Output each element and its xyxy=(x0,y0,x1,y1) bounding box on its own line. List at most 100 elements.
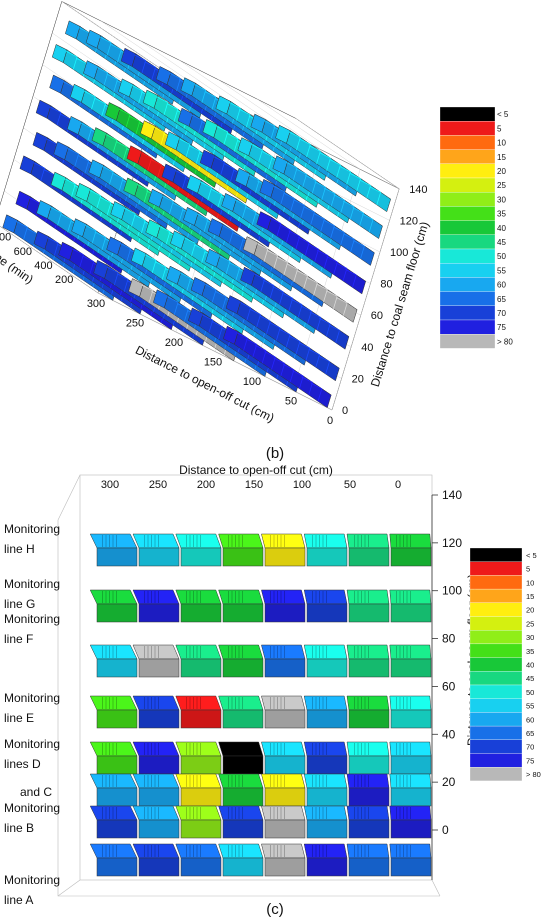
legend-swatch xyxy=(469,575,523,590)
panel-b-bar-stripe xyxy=(163,102,169,116)
panel-c-bar-top xyxy=(132,695,180,711)
panel-b-bar-stripe xyxy=(151,67,156,81)
panel-b-bar-stripe xyxy=(105,134,118,141)
panel-b-bar-stripe xyxy=(76,57,88,65)
panel-b-bar-top xyxy=(215,95,231,115)
panel-b-bar-stripe xyxy=(292,167,298,181)
panel-c-frame-edge xyxy=(57,474,81,521)
panel-b-bar-stripe xyxy=(218,326,223,340)
panel-b-bar-stripe xyxy=(89,189,101,197)
legend-swatch xyxy=(439,121,496,136)
panel-b-bar-stripe xyxy=(144,61,156,68)
monitoring-line-label: Monitoring xyxy=(4,522,60,536)
panel-b-bar-stripe xyxy=(143,189,149,203)
panel-b-bar-stripe xyxy=(226,133,239,140)
panel-b-bar-stripe xyxy=(339,165,351,173)
panel-b-bar-stripe xyxy=(340,199,345,213)
panel-b-bar-stripe xyxy=(84,224,97,232)
panel-b-bar-stripe xyxy=(254,179,260,193)
panel-c-bar-top xyxy=(261,773,306,789)
panel-b-bar-stripe xyxy=(113,79,118,93)
panel-c-bar xyxy=(218,773,264,807)
panel-c-bar xyxy=(175,741,222,775)
panel-c-bar xyxy=(175,589,222,623)
panel-c-bar-top xyxy=(175,805,222,821)
legend-swatch xyxy=(469,712,523,727)
panel-b-bar-stripe xyxy=(150,158,162,166)
panel-c-bar-top xyxy=(89,805,138,821)
panel-b-grid-line xyxy=(256,98,361,170)
panel-b-bar-top xyxy=(140,120,156,140)
panel-b-grid-line xyxy=(97,292,333,411)
legend-swatch xyxy=(469,561,523,576)
panel-c-bar-front xyxy=(348,857,390,877)
panel-b-bar-stripe xyxy=(330,193,336,207)
legend-label: 35 xyxy=(526,647,534,656)
panel-b-bar-stripe xyxy=(118,108,131,115)
panel-b-bar-stripe xyxy=(141,60,147,74)
panel-c-bar xyxy=(132,644,180,678)
panel-b-bar-stripe xyxy=(94,231,106,238)
panel-c-bar xyxy=(261,644,306,678)
panel-b-bar-stripe xyxy=(40,168,45,181)
panel-c-bar-top xyxy=(261,589,306,605)
panel-b-bar-stripe xyxy=(236,107,241,121)
panel-b-bar-stripe xyxy=(158,225,171,233)
panel-c-bar-top xyxy=(303,843,348,859)
panel-c-bar xyxy=(303,695,348,729)
panel-b-bar-top xyxy=(225,295,242,315)
panel-b-bar-stripe xyxy=(296,270,308,277)
panel-b-bar-top xyxy=(36,200,52,219)
panel-b-bar-stripe xyxy=(264,351,276,358)
panel-c-y-tick-label: 80 xyxy=(442,632,456,646)
panel-b-bar-stripe xyxy=(210,188,222,195)
panel-b-bar-stripe xyxy=(352,207,364,214)
panel-b-bar-stripe xyxy=(290,298,303,306)
panel-b-bar-stripe xyxy=(280,191,285,205)
panel-b-bar-stripe xyxy=(270,125,276,139)
panel-b-z-tick-label: 800 xyxy=(0,232,11,244)
panel-c-bar-top xyxy=(175,773,222,789)
panel-c-bar xyxy=(175,644,222,678)
panel-b-bar-stripe xyxy=(263,120,276,127)
panel-c-bar xyxy=(218,805,264,839)
panel-b-bar-stripe xyxy=(188,145,201,152)
legend-label: 20 xyxy=(526,606,534,615)
panel-b-bar-stripe xyxy=(286,229,291,243)
panel-b-bar xyxy=(240,266,350,350)
panel-c-bar-front xyxy=(138,709,180,729)
panel-b-bar-stripe xyxy=(326,290,338,297)
panel-b-bar-stripe xyxy=(191,114,203,121)
panel-b-bar-stripe xyxy=(80,122,92,129)
panel-c-bar-top xyxy=(218,644,264,660)
panel-b-bar-top xyxy=(170,230,186,250)
panel-b-bar-stripe xyxy=(239,301,251,309)
panel-c-bar-front xyxy=(390,709,432,729)
monitoring-line-label: line F xyxy=(4,632,33,646)
panel-b-bar-stripe xyxy=(361,213,374,220)
panel-c-bar xyxy=(89,589,138,623)
panel-b-grid-line xyxy=(217,79,322,150)
panel-b-bar-top xyxy=(118,78,134,98)
panel-c-bar-top xyxy=(132,644,180,660)
panel-b-bar-stripe xyxy=(366,185,371,199)
panel-b-bar-stripe xyxy=(64,178,76,185)
panel-b-bar-stripe xyxy=(67,219,72,233)
panel-b-bar-stripe xyxy=(151,260,157,274)
panel-b-bar-stripe xyxy=(323,289,328,303)
panel-b-bar-top xyxy=(186,174,202,194)
panel-c-bar-front xyxy=(180,603,222,623)
panel-b-bar-stripe xyxy=(135,121,141,135)
legend-swatch xyxy=(439,248,496,264)
panel-b-bar-stripe xyxy=(300,305,312,312)
legend-label: 10 xyxy=(497,139,506,148)
panel-b-bar-top xyxy=(49,74,65,94)
panel-c-bar-top xyxy=(261,533,306,549)
panel-c-bar-front xyxy=(96,857,138,877)
panel-c-y-tick-label: 100 xyxy=(442,584,462,598)
panel-b-bar-stripe xyxy=(96,66,109,74)
panel-b-bar-top xyxy=(272,155,288,175)
panel-b-bar-stripe xyxy=(249,308,261,315)
